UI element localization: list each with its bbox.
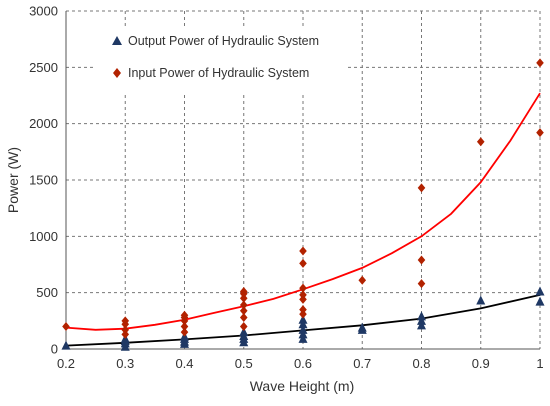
y-tick-label: 0 — [51, 342, 58, 357]
input-point-diamond — [299, 294, 307, 304]
input-point-diamond — [536, 128, 544, 138]
input-point-diamond — [417, 183, 426, 193]
input-point-diamond — [239, 312, 248, 322]
x-tick-label: 0.3 — [116, 356, 134, 371]
input-point-diamond — [62, 321, 70, 331]
input-point-diamond — [239, 287, 248, 297]
data-points — [61, 58, 545, 351]
input-point-diamond — [417, 255, 426, 265]
legend-diamond-icon — [113, 68, 121, 78]
input-point-diamond — [299, 258, 307, 268]
output-point-triangle — [298, 333, 308, 343]
output-point-triangle — [417, 311, 426, 321]
y-tick-label: 1500 — [29, 173, 58, 188]
input-point-diamond — [299, 309, 307, 319]
output-point-triangle — [298, 324, 308, 334]
x-tick-label: 0.9 — [472, 356, 490, 371]
y-tick-label: 1000 — [29, 229, 58, 244]
y-tick-label: 500 — [36, 285, 58, 300]
output-point-triangle — [298, 319, 308, 329]
input-point-diamond — [121, 316, 130, 326]
input-point-diamond — [180, 321, 189, 331]
input-point-diamond — [239, 306, 248, 316]
input-point-diamond — [180, 327, 189, 337]
input-point-diamond — [536, 58, 544, 68]
y-tick-label: 3000 — [29, 4, 58, 19]
input-point-diamond — [299, 283, 307, 293]
x-tick-label: 0.5 — [235, 356, 253, 371]
input-point-diamond — [417, 279, 426, 289]
input-point-diamond — [121, 329, 130, 339]
legend-triangle-icon — [112, 36, 122, 45]
output-point-triangle — [417, 320, 426, 330]
input-point-diamond — [476, 137, 485, 147]
x-tick-label: 0.6 — [294, 356, 312, 371]
input-point-diamond — [299, 290, 307, 300]
x-tick-label: 0.8 — [412, 356, 430, 371]
input-point-diamond — [239, 293, 248, 303]
output-point-triangle — [417, 315, 426, 325]
axes — [65, 11, 540, 350]
output-point-triangle — [476, 295, 486, 305]
input-point-diamond — [180, 310, 189, 320]
tick-labels: 0 500 1000 1500 2000 2500 3000 0.2 0.3 0.4 0.5 0.6 0… — [29, 4, 544, 372]
x-tick-label: 0.2 — [57, 356, 75, 371]
input-point-diamond — [299, 305, 307, 315]
x-axis-label: Wave Height (m) — [250, 378, 355, 394]
input-point-diamond — [239, 321, 248, 331]
legend-box — [96, 27, 346, 92]
input-point-diamond — [121, 325, 130, 335]
input-point-diamond — [239, 300, 248, 310]
output-point-triangle — [298, 314, 308, 324]
legend-label-input: Input Power of Hydraulic System — [128, 66, 309, 80]
input-point-diamond — [299, 246, 307, 256]
input-point-diamond — [358, 275, 367, 285]
output-point-triangle — [535, 286, 545, 296]
y-axis-label: Power (W) — [5, 147, 21, 213]
output-point-triangle — [535, 296, 545, 306]
x-tick-label: 1 — [536, 356, 543, 371]
x-tick-label: 0.7 — [353, 356, 371, 371]
legend-label-output: Output Power of Hydraulic System — [128, 34, 319, 48]
output-point-triangle — [357, 322, 367, 332]
x-tick-label: 0.4 — [175, 356, 193, 371]
output-point-triangle — [298, 329, 308, 339]
y-tick-label: 2000 — [29, 116, 58, 131]
legend: Output Power of Hydraulic System Input P… — [96, 27, 346, 92]
output-point-triangle — [61, 340, 71, 350]
output-point-triangle — [239, 327, 249, 337]
y-tick-label: 2500 — [29, 60, 58, 75]
